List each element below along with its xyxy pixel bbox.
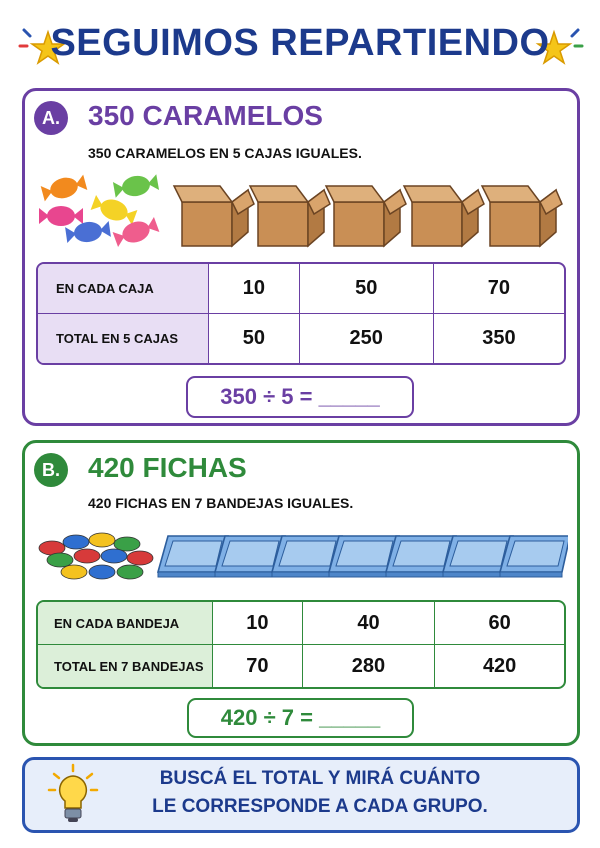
row-header: EN CADA BANDEJA xyxy=(38,602,213,645)
table-cell: 10 xyxy=(209,264,300,314)
illustration xyxy=(39,172,563,249)
table-cell: 250 xyxy=(300,314,434,363)
table-cell: 280 xyxy=(303,645,436,687)
section-card xyxy=(22,440,580,746)
data-table: EN CADA CAJA 10 50 70 TOTAL EN 5 CAJAS 5… xyxy=(36,262,566,365)
star-decoration xyxy=(18,28,67,65)
section-letter: B. xyxy=(34,453,68,487)
table-cell: 40 xyxy=(302,602,436,645)
section-title: 420 FICHAS xyxy=(88,452,247,483)
illustration xyxy=(38,532,568,580)
tip-text: LE CORRESPONDE A CADA GRUPO. xyxy=(152,796,488,817)
row-header: TOTAL EN 5 CAJAS xyxy=(38,314,209,363)
lightbulb-icon xyxy=(47,763,99,822)
table-cell: 350 xyxy=(482,327,516,349)
table-cell: 50 xyxy=(209,314,300,363)
row-header: TOTAL EN 7 BANDEJAS xyxy=(38,645,213,687)
table-cell: 70 xyxy=(433,264,564,314)
table-cell: 60 xyxy=(435,602,564,645)
table-row: EN CADA CAJA 10 50 70 xyxy=(38,264,564,314)
equation: 350 ÷ 5 = _____ xyxy=(186,376,414,418)
tip-text: BUSCÁ EL TOTAL Y MIRÁ CUÁNTO xyxy=(159,768,481,789)
section-title: 350 CARAMELOS xyxy=(88,100,323,131)
table-cell: 420 xyxy=(482,654,517,677)
page-title: SEGUIMOS REPARTIENDO xyxy=(50,22,550,64)
tip-box xyxy=(22,757,580,833)
table-cell: 10 xyxy=(213,602,303,645)
row-header: EN CADA CAJA xyxy=(38,264,209,314)
section-letter: A. xyxy=(34,101,68,135)
section-card xyxy=(22,88,580,426)
table-row: EN CADA BANDEJA 10 40 60 xyxy=(38,602,564,645)
table-cell: 50 xyxy=(299,264,434,314)
equation: 420 ÷ 7 = _____ xyxy=(187,698,414,738)
section-subtitle: 350 CARAMELOS EN 5 CAJAS IGUALES. xyxy=(88,145,362,161)
data-table: EN CADA BANDEJA 10 40 60 TOTAL EN 7 BAND… xyxy=(36,600,566,689)
table-row: TOTAL EN 7 BANDEJAS 70 280 420 xyxy=(38,645,564,687)
star-decoration xyxy=(535,28,584,65)
table-row: TOTAL EN 5 CAJAS 50 250 350 xyxy=(38,314,564,363)
table-cell: 70 xyxy=(213,645,303,687)
section-subtitle: 420 FICHAS EN 7 BANDEJAS IGUALES. xyxy=(88,495,354,511)
